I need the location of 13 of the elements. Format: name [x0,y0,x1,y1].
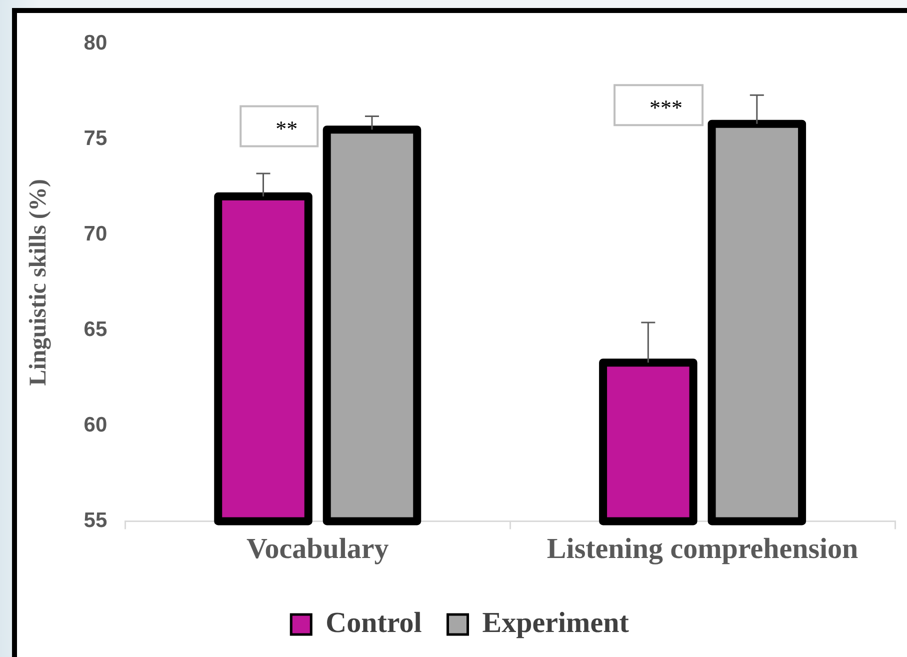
legend-label: Experiment [482,606,630,639]
y-tick-label: 60 [84,413,108,436]
y-tick-label: 75 [84,126,108,150]
y-tick-label: 65 [84,318,108,341]
y-tick-label: 70 [84,222,108,246]
annotation: *** [650,94,683,120]
x-tick-label: Vocabulary [246,533,390,566]
x-tick-label: Listening comprehension [546,533,858,566]
y-tick-label: 80 [84,31,108,54]
y-tick-label: 55 [84,508,108,532]
annotation: ** [276,116,298,141]
y-axis-title: Linguistic skills (%) [26,179,52,386]
legend-label: Control [326,606,422,639]
